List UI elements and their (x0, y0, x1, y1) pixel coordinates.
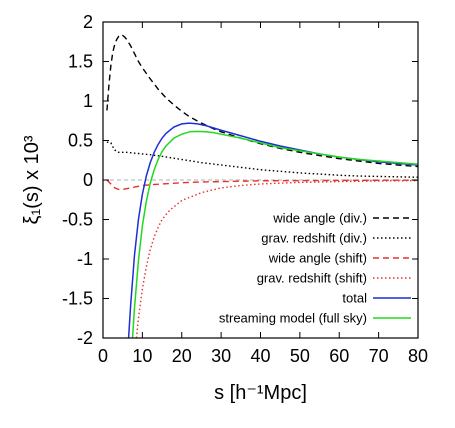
legend-label-6: streaming model (full sky) (219, 311, 367, 326)
x-tick-label: 50 (290, 346, 310, 366)
series-line-3 (106, 179, 418, 191)
y-tick-label: 1 (83, 91, 93, 111)
series-layer (106, 33, 418, 338)
x-axis-label: s [h⁻¹Mpc] (214, 382, 307, 404)
y-axis-label: ξ₁(s) x 10³ (21, 135, 43, 224)
y-tick-label: 1.5 (68, 52, 93, 72)
x-tick-label: 0 (98, 346, 108, 366)
y-tick-label: -1 (77, 249, 93, 269)
legend-label-3: wide angle (shift) (268, 251, 367, 266)
x-tick-label: 80 (408, 346, 428, 366)
series-line-4 (135, 179, 418, 338)
y-tick-label: -2 (77, 328, 93, 348)
series-line-6 (131, 130, 418, 338)
legend-label-5: total (342, 291, 367, 306)
tick-layer: 0 10 20 30 40 50 60 70 80 -2 -1.5 -1 -0.5 0 0.5 1 1.5 2 (62, 12, 428, 366)
y-tick-label: -0.5 (62, 210, 93, 230)
legend-label-2: grav. redshift (div.) (261, 231, 367, 246)
x-tick-label: 20 (172, 346, 192, 366)
legend-label-4: grav. redshift (shift) (257, 271, 367, 286)
x-tick-label: 10 (132, 346, 152, 366)
x-tick-label: 30 (211, 346, 231, 366)
y-tick-label: 0 (83, 170, 93, 190)
y-tick-label: 0.5 (68, 131, 93, 151)
y-tick-label: 2 (83, 12, 93, 32)
legend: wide angle (div.) grav. redshift (div.) wi… (219, 211, 411, 326)
series-line-1 (106, 33, 418, 168)
series-line-2 (106, 141, 418, 178)
legend-label-1: wide angle (div.) (272, 211, 367, 226)
x-tick-label: 40 (250, 346, 270, 366)
x-tick-label: 70 (369, 346, 389, 366)
x-tick-label: 60 (329, 346, 349, 366)
y-tick-label: -1.5 (62, 289, 93, 309)
